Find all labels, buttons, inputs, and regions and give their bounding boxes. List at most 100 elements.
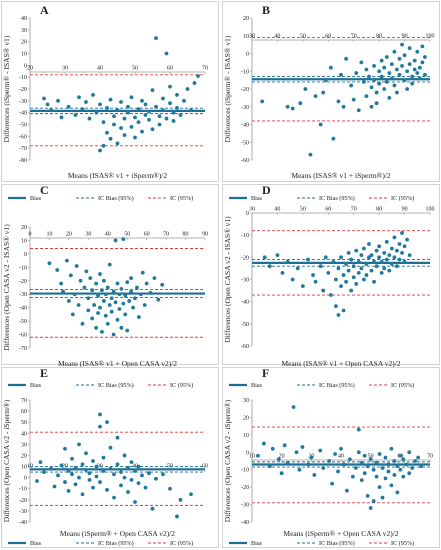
data-point xyxy=(112,114,116,119)
panel-a: A 40 30 20 10 0 -10 -20 -30 -40 -50 -60 -70 -80 20 30 40… xyxy=(1,1,219,202)
data-point xyxy=(156,297,161,302)
data-point xyxy=(66,469,71,473)
data-point xyxy=(395,464,400,469)
x-tick-label: 20 xyxy=(66,232,72,238)
x-tick-label: 30 xyxy=(249,207,255,213)
data-point xyxy=(136,107,141,112)
data-point xyxy=(94,325,99,330)
data-point xyxy=(63,480,67,484)
data-point xyxy=(42,470,46,474)
data-point xyxy=(423,55,427,59)
data-point xyxy=(261,441,266,446)
panel-f: F3020100-10-20-30-4010203040506070Means … xyxy=(222,366,440,548)
data-point xyxy=(136,481,141,486)
data-point xyxy=(386,469,391,474)
x-tick-label: 90 xyxy=(202,232,208,238)
data-point xyxy=(160,282,165,287)
data-point xyxy=(45,102,50,107)
x-axis-title: Means (ISAS® v1 + Open CASA v2)/2 xyxy=(58,359,177,368)
data-point xyxy=(178,497,183,502)
y-tick-label: -20 xyxy=(19,87,27,93)
legend-label-ic: IC (95%) xyxy=(170,540,193,547)
data-point xyxy=(100,288,104,293)
data-point xyxy=(341,308,346,313)
y-tick-label: 10 xyxy=(243,433,249,439)
y-tick-label: -40 xyxy=(19,111,27,117)
data-point xyxy=(407,253,412,258)
data-point xyxy=(100,329,104,334)
data-point xyxy=(321,466,326,470)
data-point xyxy=(323,78,328,83)
data-point xyxy=(80,492,85,497)
y-tick-label: 70 xyxy=(21,398,27,404)
data-point xyxy=(285,104,290,109)
y-tick-label: -70 xyxy=(19,146,27,152)
data-point xyxy=(108,136,113,141)
data-point xyxy=(392,235,397,240)
y-tick-label: 0 xyxy=(24,252,27,258)
y-tick-label: 50 xyxy=(21,420,27,426)
data-point xyxy=(133,135,137,140)
data-point xyxy=(73,482,78,487)
data-point xyxy=(78,278,83,283)
data-point xyxy=(115,141,120,146)
legend-label-ic-bias: IC Bias (95%) xyxy=(319,540,355,547)
data-point xyxy=(356,270,361,275)
data-point xyxy=(143,485,148,490)
y-tick-label: -50 xyxy=(241,140,249,146)
data-point xyxy=(377,255,382,260)
data-point xyxy=(111,332,116,337)
data-point xyxy=(412,67,417,72)
data-point xyxy=(192,81,197,85)
data-point xyxy=(290,277,295,282)
data-point xyxy=(76,303,81,307)
data-point xyxy=(125,280,130,285)
x-axis-title: Means (ISAS® v1 + iSperm®)/2 xyxy=(291,171,391,180)
data-point xyxy=(389,76,394,81)
data-point xyxy=(416,455,421,460)
data-point xyxy=(298,101,303,106)
data-point xyxy=(143,102,148,107)
data-point xyxy=(389,262,394,266)
data-point xyxy=(98,148,102,153)
data-point xyxy=(344,56,348,61)
data-point xyxy=(351,97,356,102)
x-tick-label: 30 xyxy=(62,66,68,72)
data-point xyxy=(135,285,139,290)
x-axis-title: Means (iSperm® + Open CASA v2)/2 xyxy=(60,529,175,538)
data-point xyxy=(108,445,113,450)
x-tick-label: 70 xyxy=(163,232,169,238)
data-point xyxy=(90,288,95,293)
data-point xyxy=(148,290,153,295)
data-point xyxy=(346,268,351,273)
data-point xyxy=(82,285,87,290)
y-tick-label: -60 xyxy=(19,134,27,140)
data-point xyxy=(112,472,116,477)
panel-label: E xyxy=(40,366,48,380)
data-point xyxy=(115,462,120,467)
data-point xyxy=(398,453,403,458)
data-point xyxy=(389,446,394,451)
legend: Bias IC Bias (95%) IC (95%) xyxy=(8,540,193,547)
data-point xyxy=(107,303,112,307)
legend-label-ic: IC (95%) xyxy=(170,195,193,202)
data-point xyxy=(105,420,109,425)
y-tick-label: 0 xyxy=(24,63,27,69)
data-point xyxy=(175,514,179,519)
data-point xyxy=(267,464,272,469)
data-point xyxy=(129,289,134,294)
data-point xyxy=(372,259,376,264)
legend-label-ic-bias: IC Bias (95%) xyxy=(319,195,355,202)
data-point xyxy=(59,281,64,286)
data-point xyxy=(103,292,108,297)
data-point xyxy=(73,465,78,470)
data-point xyxy=(105,106,109,110)
data-point xyxy=(327,459,332,463)
data-point xyxy=(361,246,366,251)
data-point xyxy=(115,317,120,322)
y-tick-label: -30 xyxy=(19,99,27,105)
x-tick-label: 40 xyxy=(338,454,344,460)
data-point xyxy=(410,74,415,79)
y-tick-label: -40 xyxy=(241,300,249,306)
data-point xyxy=(297,467,302,472)
